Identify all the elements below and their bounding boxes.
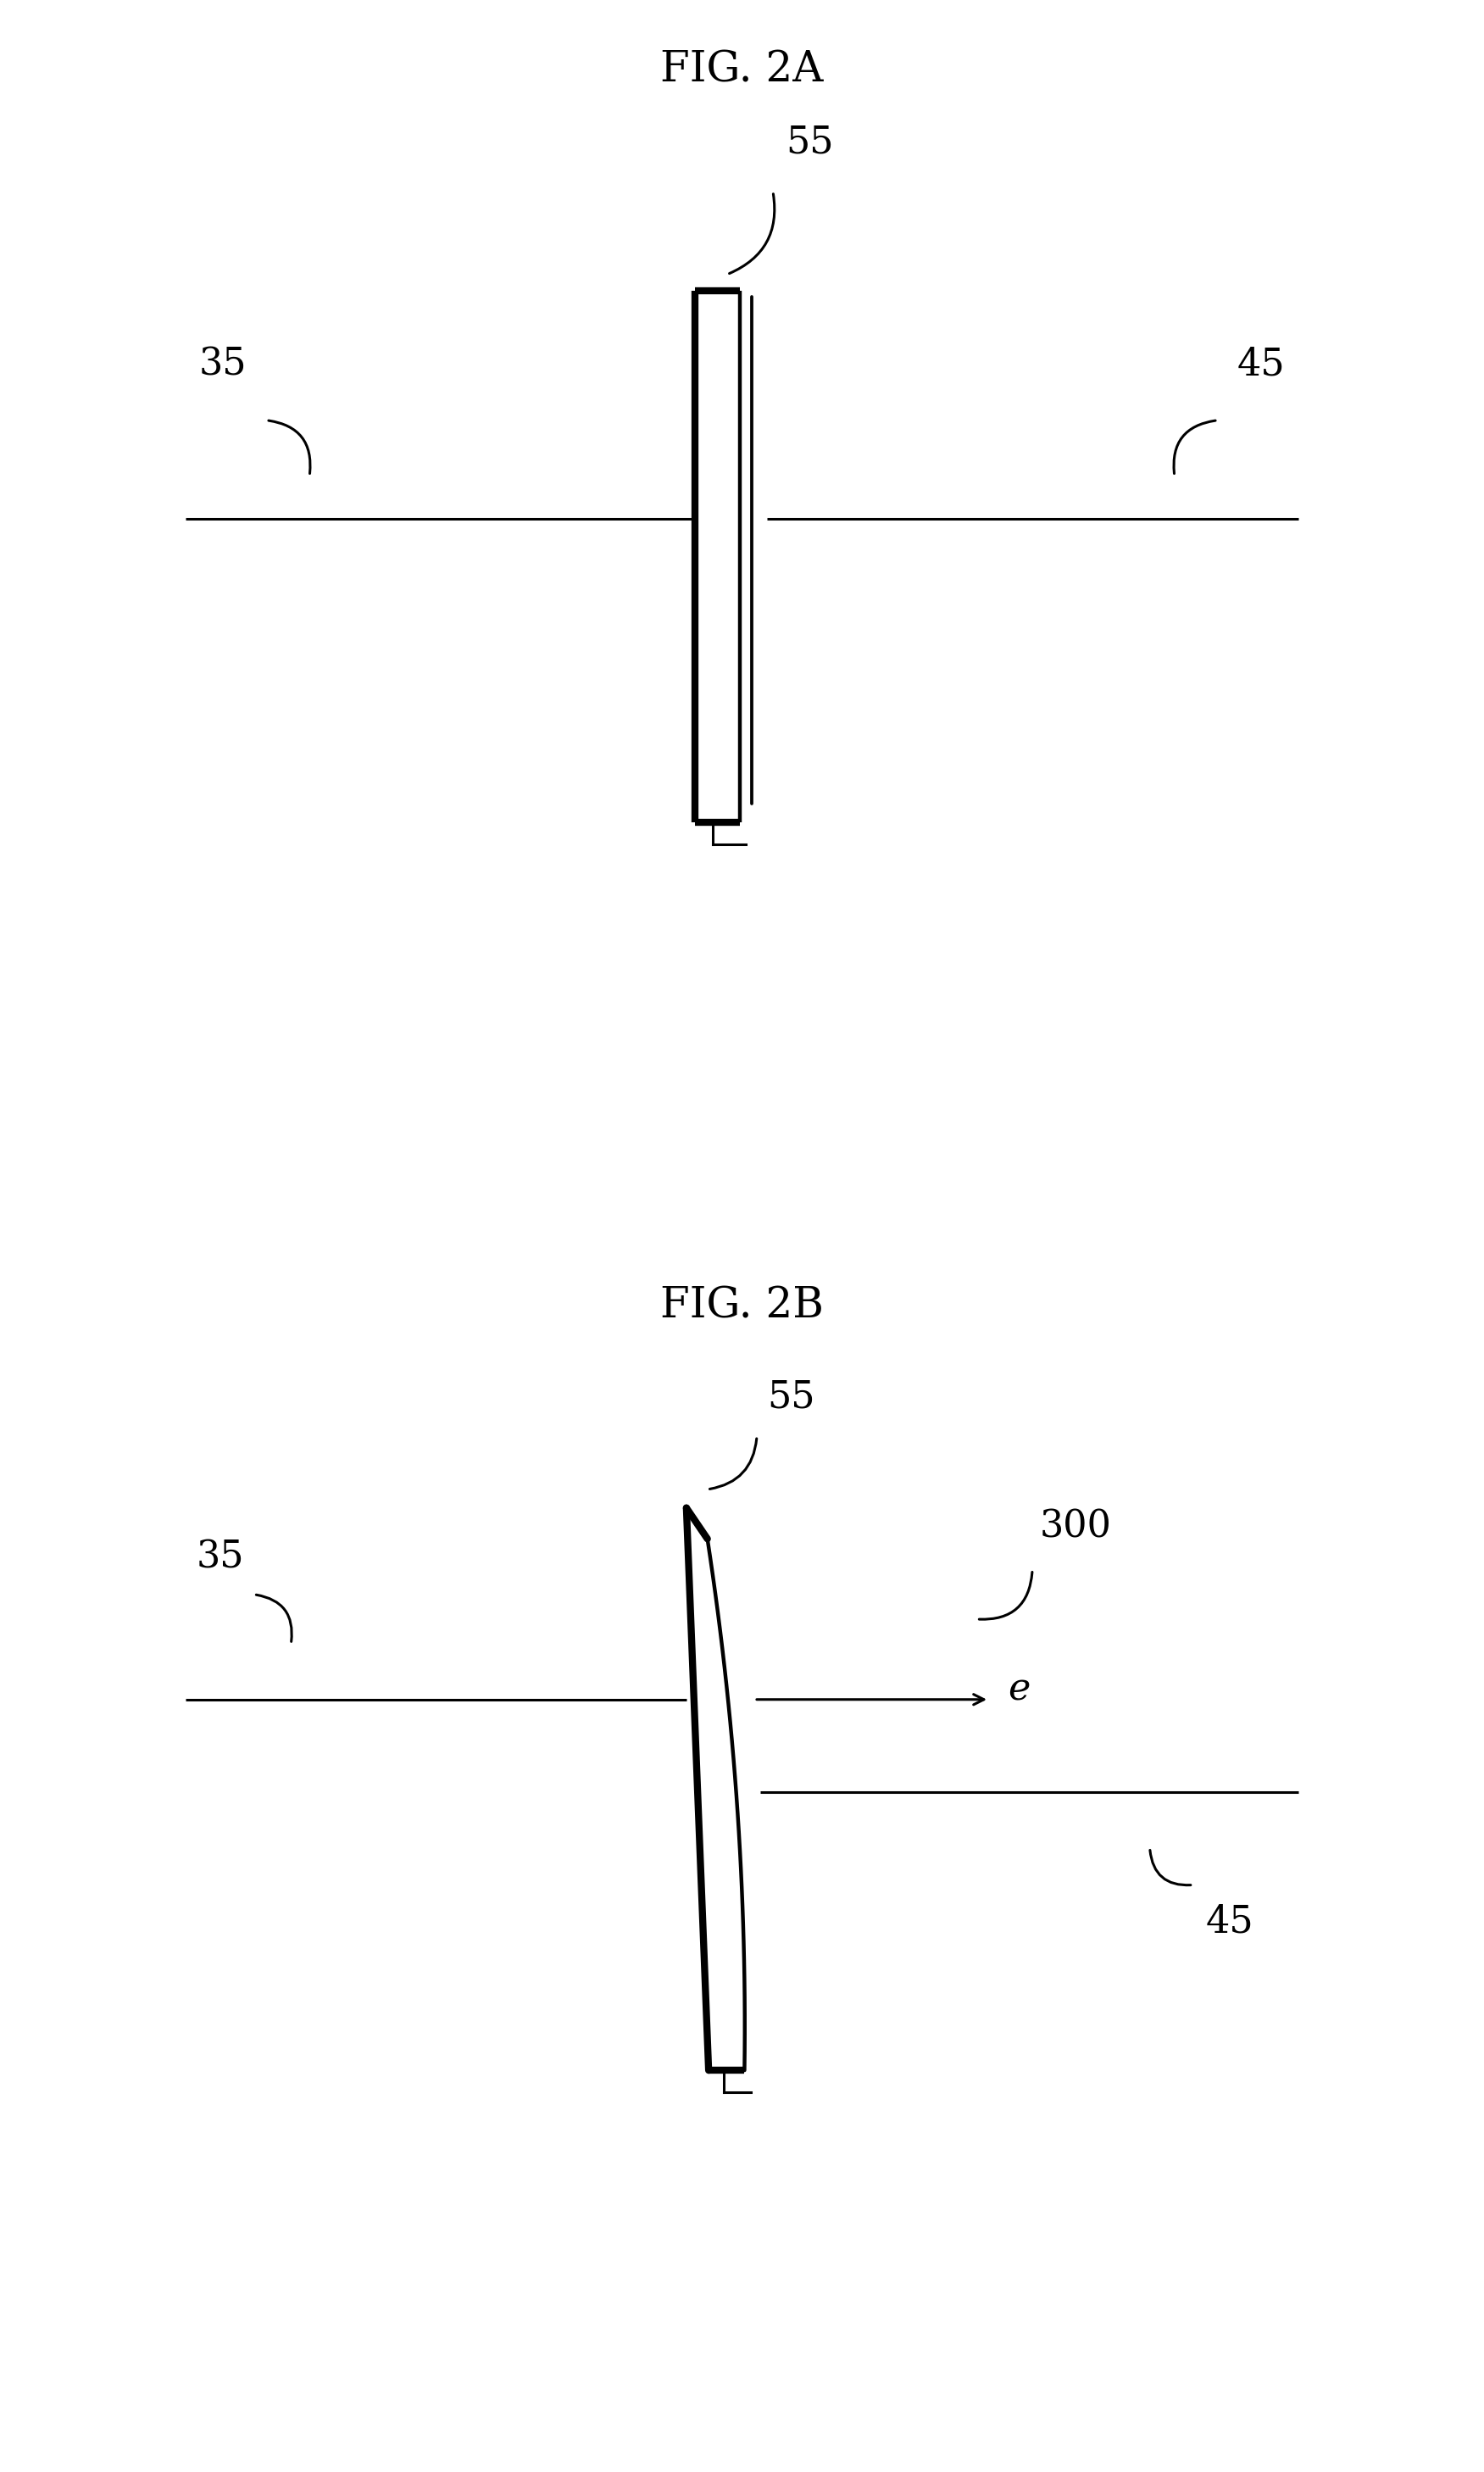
Text: 35: 35 <box>199 346 246 383</box>
Text: 35: 35 <box>196 1540 245 1575</box>
Text: 300: 300 <box>1040 1508 1112 1545</box>
Text: FIG. 2A: FIG. 2A <box>660 49 824 91</box>
Text: e: e <box>1008 1671 1030 1708</box>
Text: 45: 45 <box>1238 346 1285 383</box>
Text: 55: 55 <box>787 124 834 161</box>
Polygon shape <box>695 292 739 821</box>
Text: FIG. 2B: FIG. 2B <box>660 1285 824 1327</box>
Text: 55: 55 <box>767 1379 815 1414</box>
Polygon shape <box>687 1508 745 2072</box>
Text: 45: 45 <box>1206 1903 1254 1941</box>
